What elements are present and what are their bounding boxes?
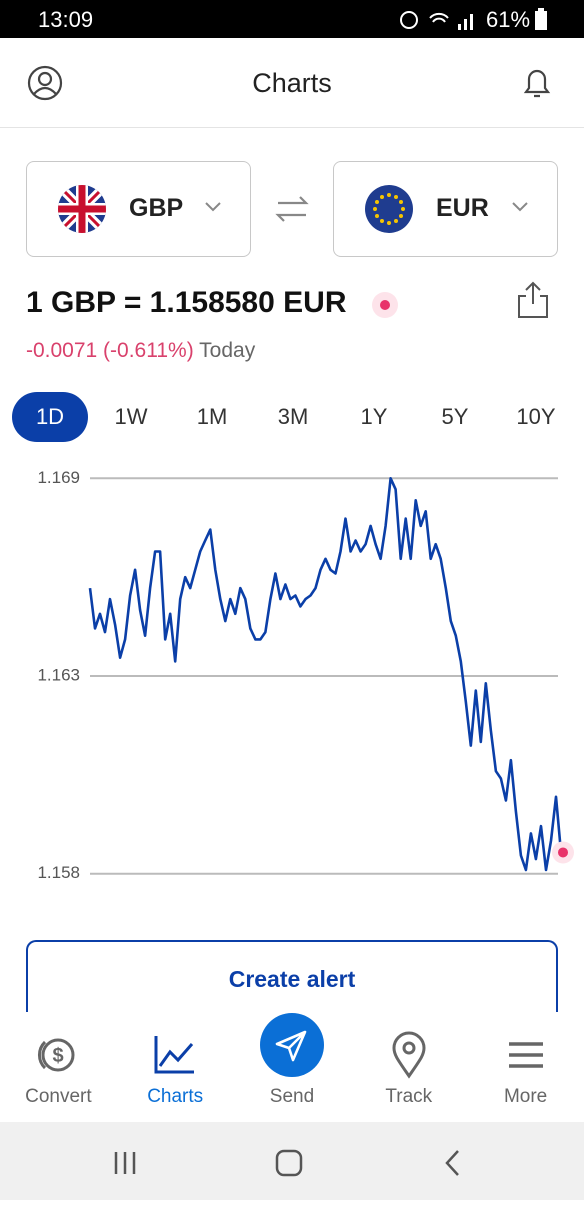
nav-label: Charts	[147, 1086, 204, 1107]
nav-label: Convert	[25, 1086, 92, 1107]
battery: 61%	[486, 7, 531, 32]
profile-icon[interactable]	[26, 64, 64, 102]
nav-label: Send	[269, 1086, 315, 1107]
create-alert-button[interactable]: Create alert	[26, 940, 558, 1030]
header-title: Charts	[252, 68, 332, 98]
range-tab[interactable]: 10Y	[516, 404, 556, 429]
nav-label: More	[503, 1086, 548, 1107]
to-code: EUR	[436, 194, 489, 222]
range-tabs: 1D 1W 1M 3M 1Y 5Y 10Y	[12, 392, 574, 442]
rate-change: -0.0071 (-0.611%)	[26, 339, 194, 362]
nav-icon	[259, 1013, 324, 1077]
nav-item[interactable]: Send	[234, 1012, 351, 1122]
flag-eu	[365, 185, 413, 233]
from-currency[interactable]: GBP	[26, 161, 251, 257]
range-tab[interactable]: 1W	[114, 404, 148, 429]
nav-icon: $	[38, 1038, 75, 1072]
chart: 1.169 1.163 1.158	[37, 468, 574, 882]
svg-text:$: $	[53, 1045, 64, 1067]
rate-line	[88, 477, 563, 872]
nav-icon	[154, 1036, 195, 1074]
range-tab[interactable]: 5Y	[441, 404, 469, 429]
range-tab[interactable]: 1M	[196, 404, 228, 429]
bell-icon[interactable]	[520, 64, 554, 102]
chevron	[512, 202, 528, 212]
range-tab[interactable]: 1D	[12, 392, 88, 442]
rate-period: Today	[199, 339, 256, 362]
range-tab[interactable]: 1Y	[360, 404, 388, 429]
to-currency[interactable]: EUR	[333, 161, 558, 257]
y-tick-label: 1.158	[37, 863, 80, 882]
y-tick-label: 1.163	[37, 665, 80, 684]
bottom-nav: $ Convert Charts Send Track More	[0, 1012, 584, 1122]
nav-item[interactable]: More	[467, 1012, 584, 1122]
nav-item[interactable]: Charts	[117, 1012, 234, 1122]
status-bar: 13:09 61%	[0, 0, 584, 38]
time: 13:09	[38, 7, 94, 32]
share-icon[interactable]	[516, 280, 550, 320]
y-tick-label: 1.169	[37, 468, 80, 487]
swap-icon[interactable]	[274, 194, 310, 224]
nav-icon	[392, 1031, 426, 1079]
system-nav	[0, 1122, 584, 1200]
current-point	[558, 847, 568, 858]
battery-icon	[535, 8, 547, 30]
nav-label: Track	[385, 1086, 433, 1107]
system-buttons	[114, 1149, 459, 1177]
from-code: GBP	[129, 194, 184, 222]
status-icons	[400, 11, 473, 30]
chevron	[205, 202, 221, 212]
nav-icon	[508, 1042, 543, 1068]
flag-gb	[58, 185, 106, 233]
nav-item[interactable]: Track	[350, 1012, 467, 1122]
range-tab[interactable]: 3M	[277, 404, 309, 429]
nav-item[interactable]: $ Convert	[0, 1012, 117, 1122]
rate: 1 GBP = 1.158580 EUR	[26, 286, 347, 319]
app-header: Charts	[0, 38, 584, 128]
live-dot	[372, 292, 398, 318]
rate-change-row: -0.0071 (-0.611%) Today	[26, 339, 255, 363]
